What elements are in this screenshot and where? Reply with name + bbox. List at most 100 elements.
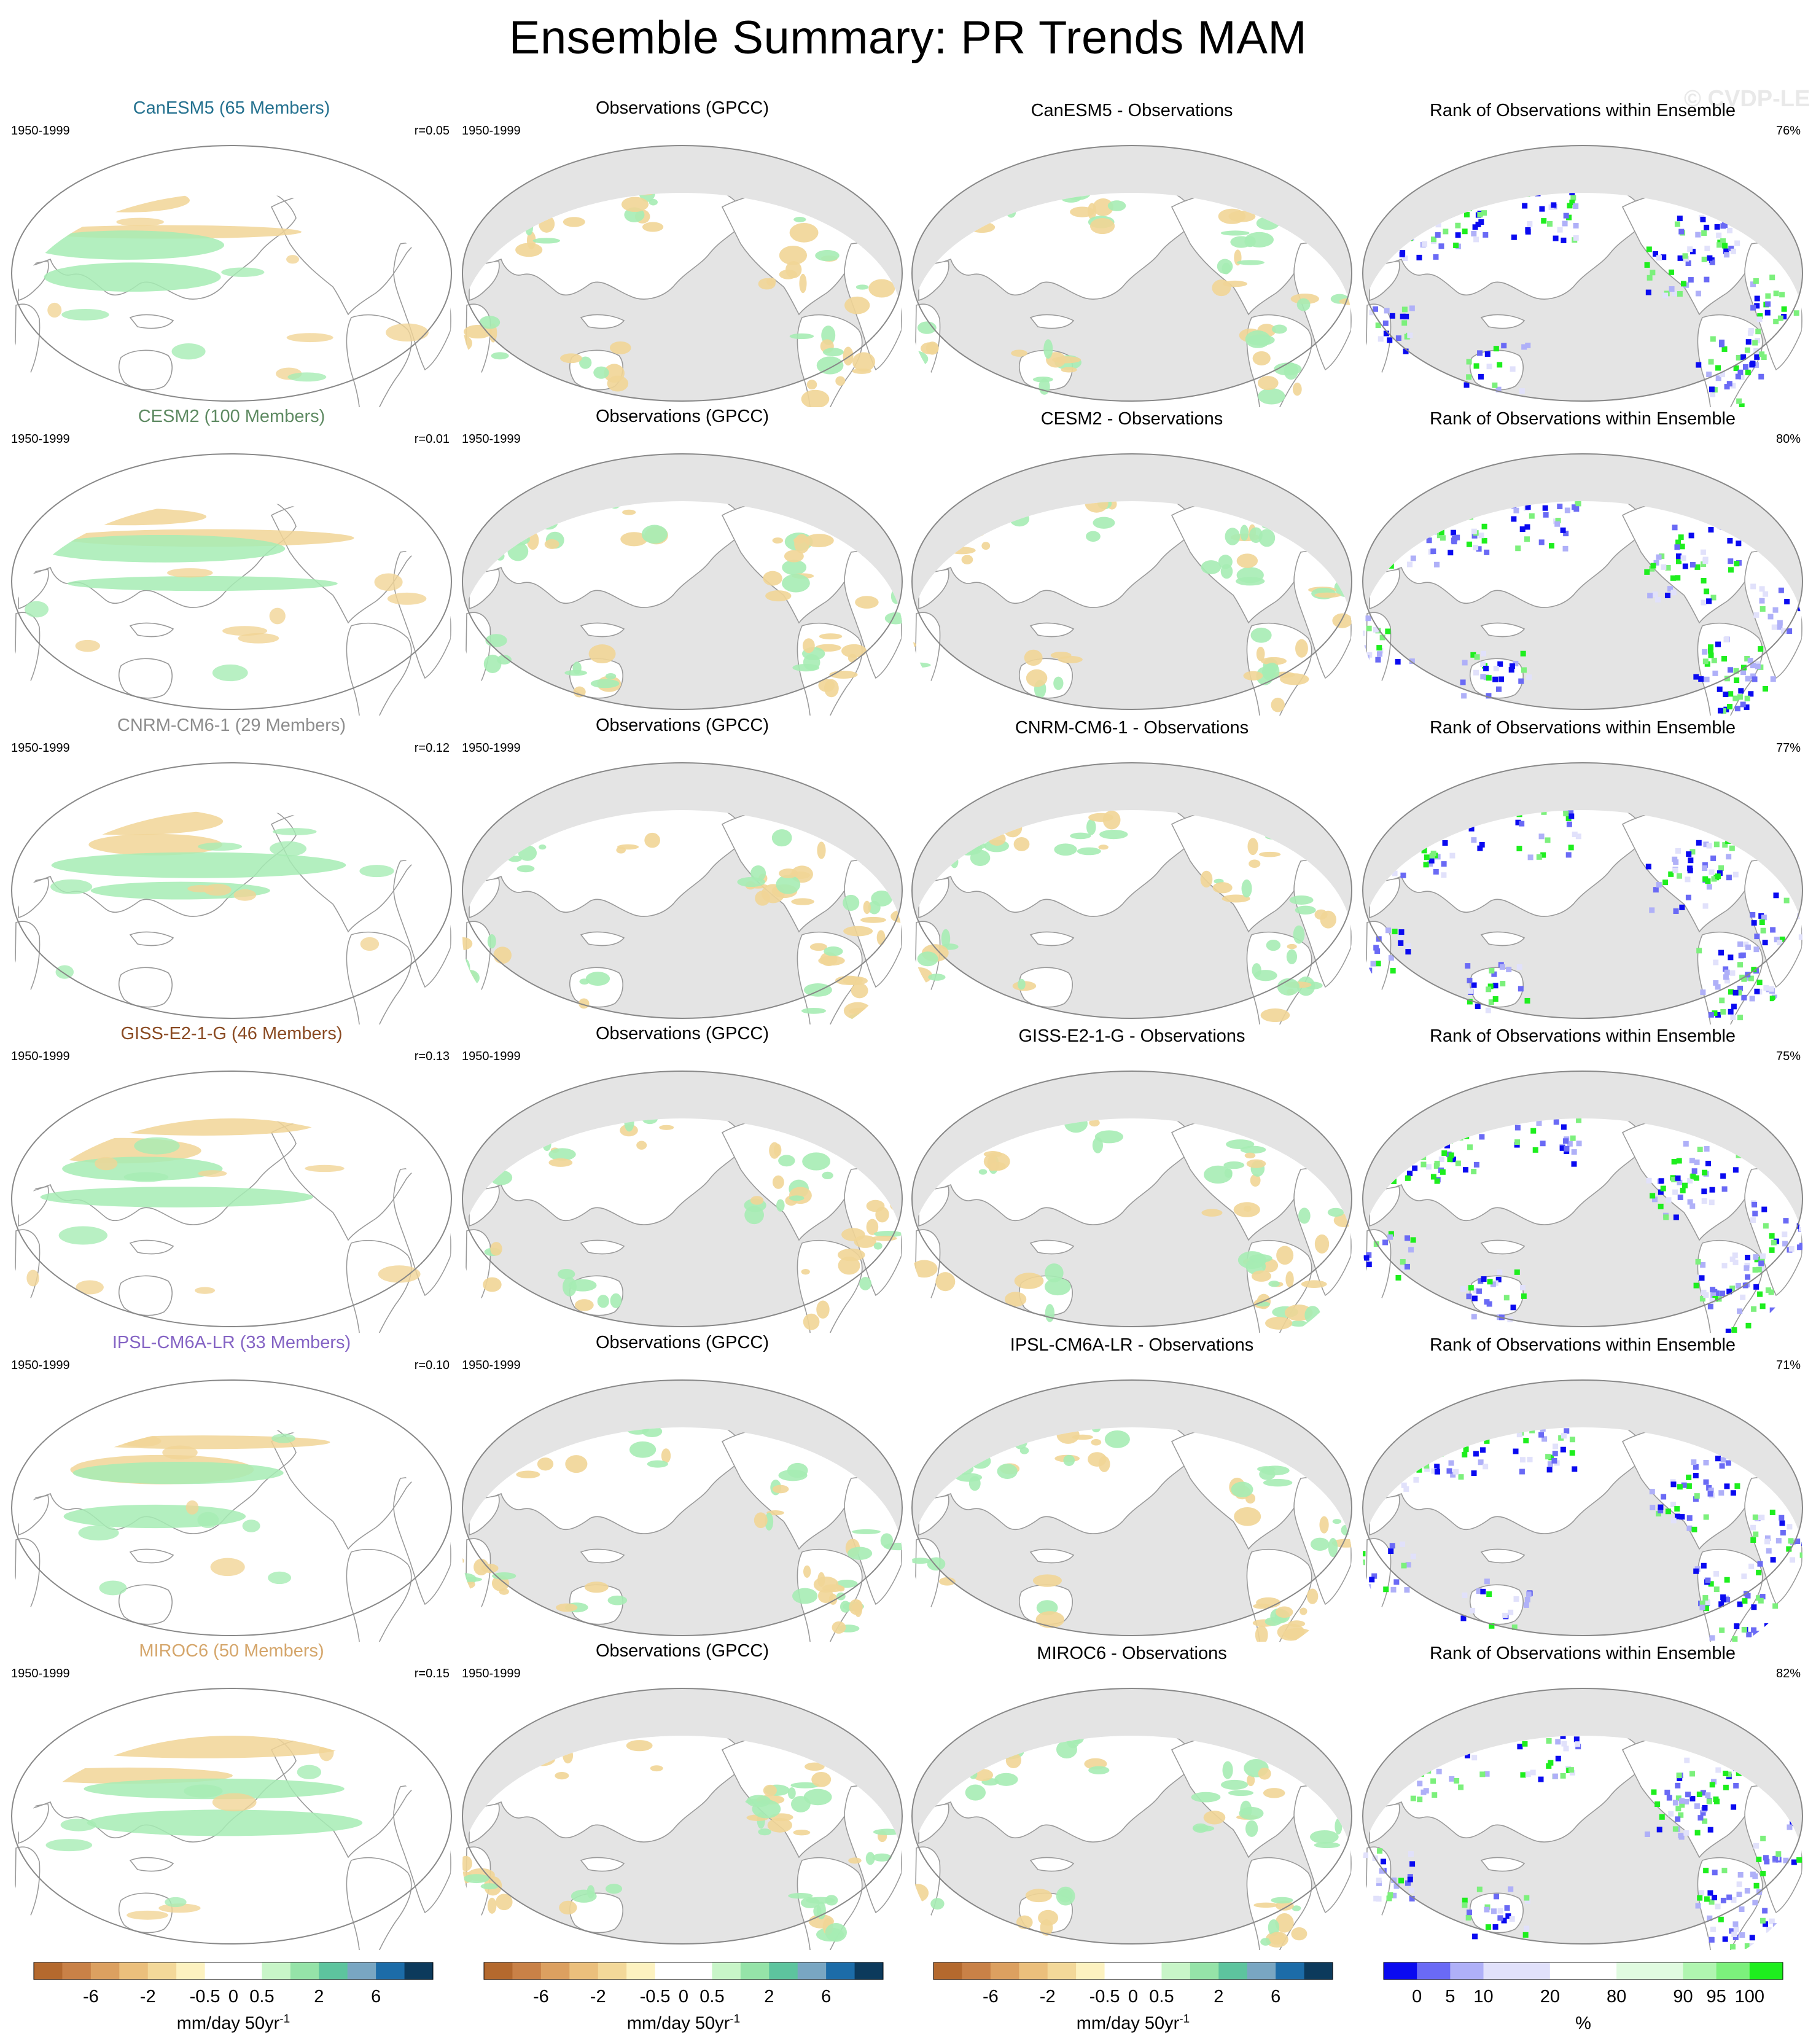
continent-indonesia (129, 1548, 174, 1564)
colorbar-swatch (1304, 1962, 1333, 1980)
rank-cell (1726, 875, 1732, 881)
rank-cell (1650, 1193, 1656, 1199)
continent-australia (118, 1275, 173, 1316)
rank-cell (1770, 676, 1776, 682)
rank-cell (1679, 904, 1685, 910)
trend-patch (1306, 1588, 1319, 1604)
rank-cell (1378, 647, 1384, 653)
rank-cell (1486, 986, 1492, 993)
trend-patch (1088, 1766, 1110, 1774)
trend-patch (789, 1187, 812, 1204)
rank-cell (1737, 962, 1743, 968)
rank-cell (1763, 1921, 1769, 1927)
rank-cell (1727, 227, 1733, 233)
rank-cell (1525, 342, 1531, 348)
trend-patch (1070, 206, 1095, 217)
rank-cell (1395, 659, 1401, 665)
rank-cell (1571, 1161, 1577, 1167)
rank-cell (1673, 1214, 1679, 1220)
rank-cell (1759, 606, 1766, 612)
rank-cell (1670, 590, 1677, 596)
rank-cell (1538, 539, 1545, 545)
rank-cell (1685, 894, 1691, 900)
rank-cell (1745, 1593, 1751, 1599)
trend-patch (1331, 1539, 1352, 1548)
rank-cell (1730, 1490, 1736, 1496)
panel-title: Rank of Observations within Ensemble (1429, 1335, 1736, 1355)
rank-cell (1410, 555, 1416, 561)
map-border (11, 762, 452, 1019)
rank-cell (1753, 278, 1759, 284)
rank-cell (1399, 251, 1405, 257)
trend-patch (539, 844, 547, 850)
rank-cell (1742, 1282, 1748, 1289)
rank-cell (1720, 708, 1726, 714)
rank-cell (1644, 569, 1650, 575)
rank-cell (1473, 1451, 1479, 1457)
rank-cell (1430, 548, 1436, 555)
map-model (11, 762, 452, 1024)
trend-patch (765, 590, 792, 602)
rank-cell (1404, 334, 1410, 340)
rank-cell (1704, 224, 1710, 230)
rank-cell (1744, 975, 1750, 981)
panel-period: 1950-1999 (11, 1050, 70, 1063)
rank-cell (1546, 1467, 1553, 1473)
rank-cell (1769, 1918, 1775, 1924)
colorbar-swatch (1583, 1962, 1617, 1980)
rank-cell (1727, 667, 1733, 673)
trend-patch (197, 1512, 219, 1528)
rank-cell (1434, 1464, 1440, 1470)
rank-cell (1514, 1139, 1521, 1145)
rank-cell (1756, 316, 1763, 322)
trend-patch (871, 1235, 897, 1241)
rank-cell (1801, 1540, 1802, 1546)
rank-cell (1454, 1777, 1460, 1784)
rank-cell (1403, 348, 1409, 354)
rank-cell (1455, 232, 1461, 238)
trend-patch (620, 532, 648, 547)
trend-patch (659, 1125, 674, 1130)
rank-cell (1726, 1289, 1732, 1295)
trend-patch (1056, 1886, 1075, 1906)
trend-patch (1220, 230, 1250, 236)
rank-cell (1433, 868, 1439, 875)
continent-samerica (346, 622, 412, 716)
rank-cell (1689, 1158, 1695, 1164)
rank-cell (1471, 1755, 1478, 1761)
map-border (911, 1379, 1352, 1636)
trend-patch (997, 1464, 1018, 1479)
rank-cell (1480, 650, 1486, 657)
rank-cell (1475, 1004, 1481, 1010)
rank-cell (1562, 220, 1568, 227)
rank-cell (1677, 255, 1683, 261)
map-panel-rank-IPSL-CM6A-LR: Rank of Observations within Ensemble 71% (1358, 1333, 1807, 1642)
rank-cell (1728, 691, 1734, 697)
rank-cell (1409, 305, 1415, 311)
rank-cell (1682, 1182, 1688, 1188)
colorbar-tick-label: 6 (371, 1987, 381, 2007)
rank-cell (1440, 1169, 1446, 1175)
trend-patch (803, 983, 832, 997)
trend-patch (1260, 1938, 1271, 1946)
rank-cell (1702, 649, 1708, 655)
trend-patch (1231, 1481, 1253, 1497)
rank-cell (1742, 1598, 1748, 1604)
rank-cell (1768, 1289, 1774, 1295)
trend-patch (803, 1565, 811, 1578)
rank-cell (1645, 864, 1651, 870)
map-obs (462, 1071, 903, 1333)
rank-cell (1769, 1628, 1775, 1634)
trend-patch (1089, 1119, 1100, 1127)
rank-cell (1370, 961, 1376, 967)
trend-patch (639, 193, 656, 202)
rank-cell (1426, 537, 1432, 544)
rank-cell (1451, 539, 1457, 545)
rank-cell (1772, 1923, 1779, 1929)
panel-title: CNRM-CM6-1 - Observations (1015, 718, 1249, 738)
rank-cell (1385, 927, 1391, 934)
rank-cell (1471, 230, 1477, 236)
rank-cell (1703, 1479, 1709, 1485)
rank-cell (1722, 842, 1728, 848)
rank-cell (1366, 625, 1372, 631)
